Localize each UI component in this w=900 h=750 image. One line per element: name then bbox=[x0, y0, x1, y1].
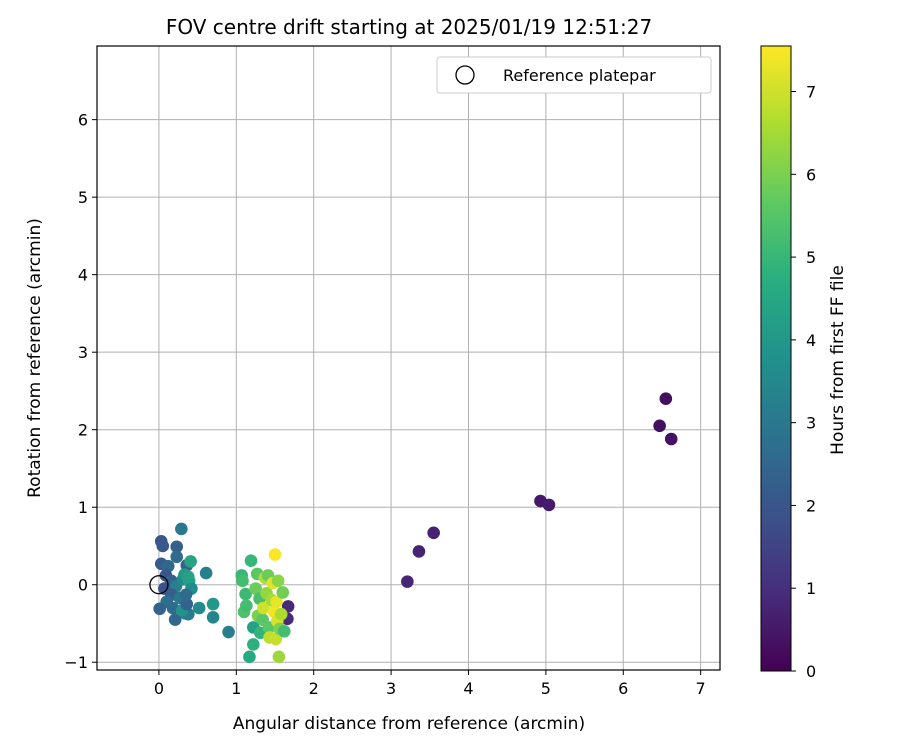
y-tick-label: 1 bbox=[78, 498, 88, 517]
colorbar-tick-label: 5 bbox=[806, 248, 816, 267]
data-point bbox=[268, 548, 282, 561]
data-point bbox=[180, 597, 194, 611]
data-point bbox=[249, 582, 262, 595]
colorbar-tick-label: 0 bbox=[806, 662, 816, 681]
data-point bbox=[257, 601, 270, 615]
grid-lines bbox=[97, 46, 720, 670]
data-point bbox=[653, 419, 666, 433]
data-point bbox=[156, 539, 170, 553]
data-point bbox=[664, 432, 678, 446]
legend-label: Reference platepar bbox=[503, 66, 656, 85]
colorbar-ticks: 0 1 2 3 4 5 6 7 bbox=[791, 83, 816, 681]
colorbar: 0 1 2 3 4 5 6 7 Hours from first FF file bbox=[760, 45, 848, 681]
chart-title: FOV centre drift starting at 2025/01/19 … bbox=[166, 15, 652, 39]
data-point bbox=[153, 602, 166, 616]
data-point bbox=[244, 554, 258, 568]
data-point bbox=[175, 522, 188, 536]
x-tick-label: 6 bbox=[618, 679, 628, 698]
data-point bbox=[270, 595, 283, 609]
y-axis-label: Rotation from reference (arcmin) bbox=[25, 218, 45, 498]
data-point bbox=[206, 610, 220, 624]
data-point bbox=[236, 574, 249, 588]
colorbar-tick-label: 3 bbox=[806, 414, 816, 433]
data-point bbox=[168, 613, 182, 626]
data-point bbox=[243, 650, 256, 664]
data-point bbox=[542, 498, 556, 512]
data-point bbox=[182, 570, 195, 584]
x-tick-label: 2 bbox=[309, 679, 319, 698]
legend-marker bbox=[455, 65, 475, 85]
x-axis-label: Angular distance from reference (arcmin) bbox=[233, 714, 585, 734]
data-point bbox=[170, 550, 184, 564]
colorbar-tick-label: 2 bbox=[806, 496, 816, 515]
legend: Reference platepar bbox=[436, 56, 712, 94]
x-tick-label: 7 bbox=[696, 679, 706, 698]
y-tick-label: 0 bbox=[78, 576, 88, 595]
colorbar-tick-label: 4 bbox=[806, 331, 816, 350]
data-point bbox=[412, 545, 426, 558]
x-tick-label: 5 bbox=[541, 679, 551, 698]
y-tick-label: 5 bbox=[78, 188, 88, 207]
y-tick-label: 2 bbox=[78, 421, 88, 440]
colorbar-tick-label: 1 bbox=[806, 579, 816, 598]
colorbar-label: Hours from first FF file bbox=[828, 265, 848, 455]
data-point bbox=[271, 574, 285, 588]
data-point bbox=[170, 540, 184, 554]
data-point bbox=[247, 638, 260, 651]
colorbar-gradient bbox=[760, 45, 792, 672]
y-axis-ticks: −1 0 1 2 3 4 5 6 bbox=[64, 111, 97, 672]
data-point bbox=[192, 601, 206, 615]
data-point bbox=[659, 392, 673, 405]
data-point bbox=[276, 586, 290, 599]
data-point bbox=[272, 650, 286, 664]
reference-marker bbox=[149, 575, 169, 595]
data-point bbox=[277, 624, 291, 638]
data-point bbox=[239, 587, 252, 601]
data-point bbox=[427, 526, 440, 540]
y-tick-label: −1 bbox=[64, 653, 88, 672]
data-points bbox=[149, 392, 678, 664]
data-point bbox=[274, 607, 288, 621]
data-point bbox=[206, 597, 220, 611]
data-point bbox=[269, 632, 283, 646]
data-point bbox=[401, 575, 414, 588]
y-tick-label: 3 bbox=[78, 343, 88, 362]
data-point bbox=[199, 566, 213, 580]
data-point bbox=[179, 588, 193, 602]
data-point bbox=[184, 555, 197, 568]
x-tick-label: 4 bbox=[463, 679, 473, 698]
x-tick-label: 3 bbox=[386, 679, 396, 698]
x-tick-label: 0 bbox=[154, 679, 164, 698]
data-point bbox=[240, 599, 253, 612]
y-tick-label: 4 bbox=[78, 266, 88, 285]
y-tick-label: 6 bbox=[78, 111, 88, 130]
data-point bbox=[222, 625, 235, 639]
x-tick-label: 1 bbox=[231, 679, 241, 698]
x-axis-ticks: 0 1 2 3 4 5 6 7 bbox=[154, 670, 706, 698]
plot-frame bbox=[96, 45, 721, 671]
legend-box bbox=[436, 56, 712, 94]
colorbar-tick-label: 6 bbox=[806, 165, 816, 184]
colorbar-tick-label: 7 bbox=[806, 83, 816, 102]
